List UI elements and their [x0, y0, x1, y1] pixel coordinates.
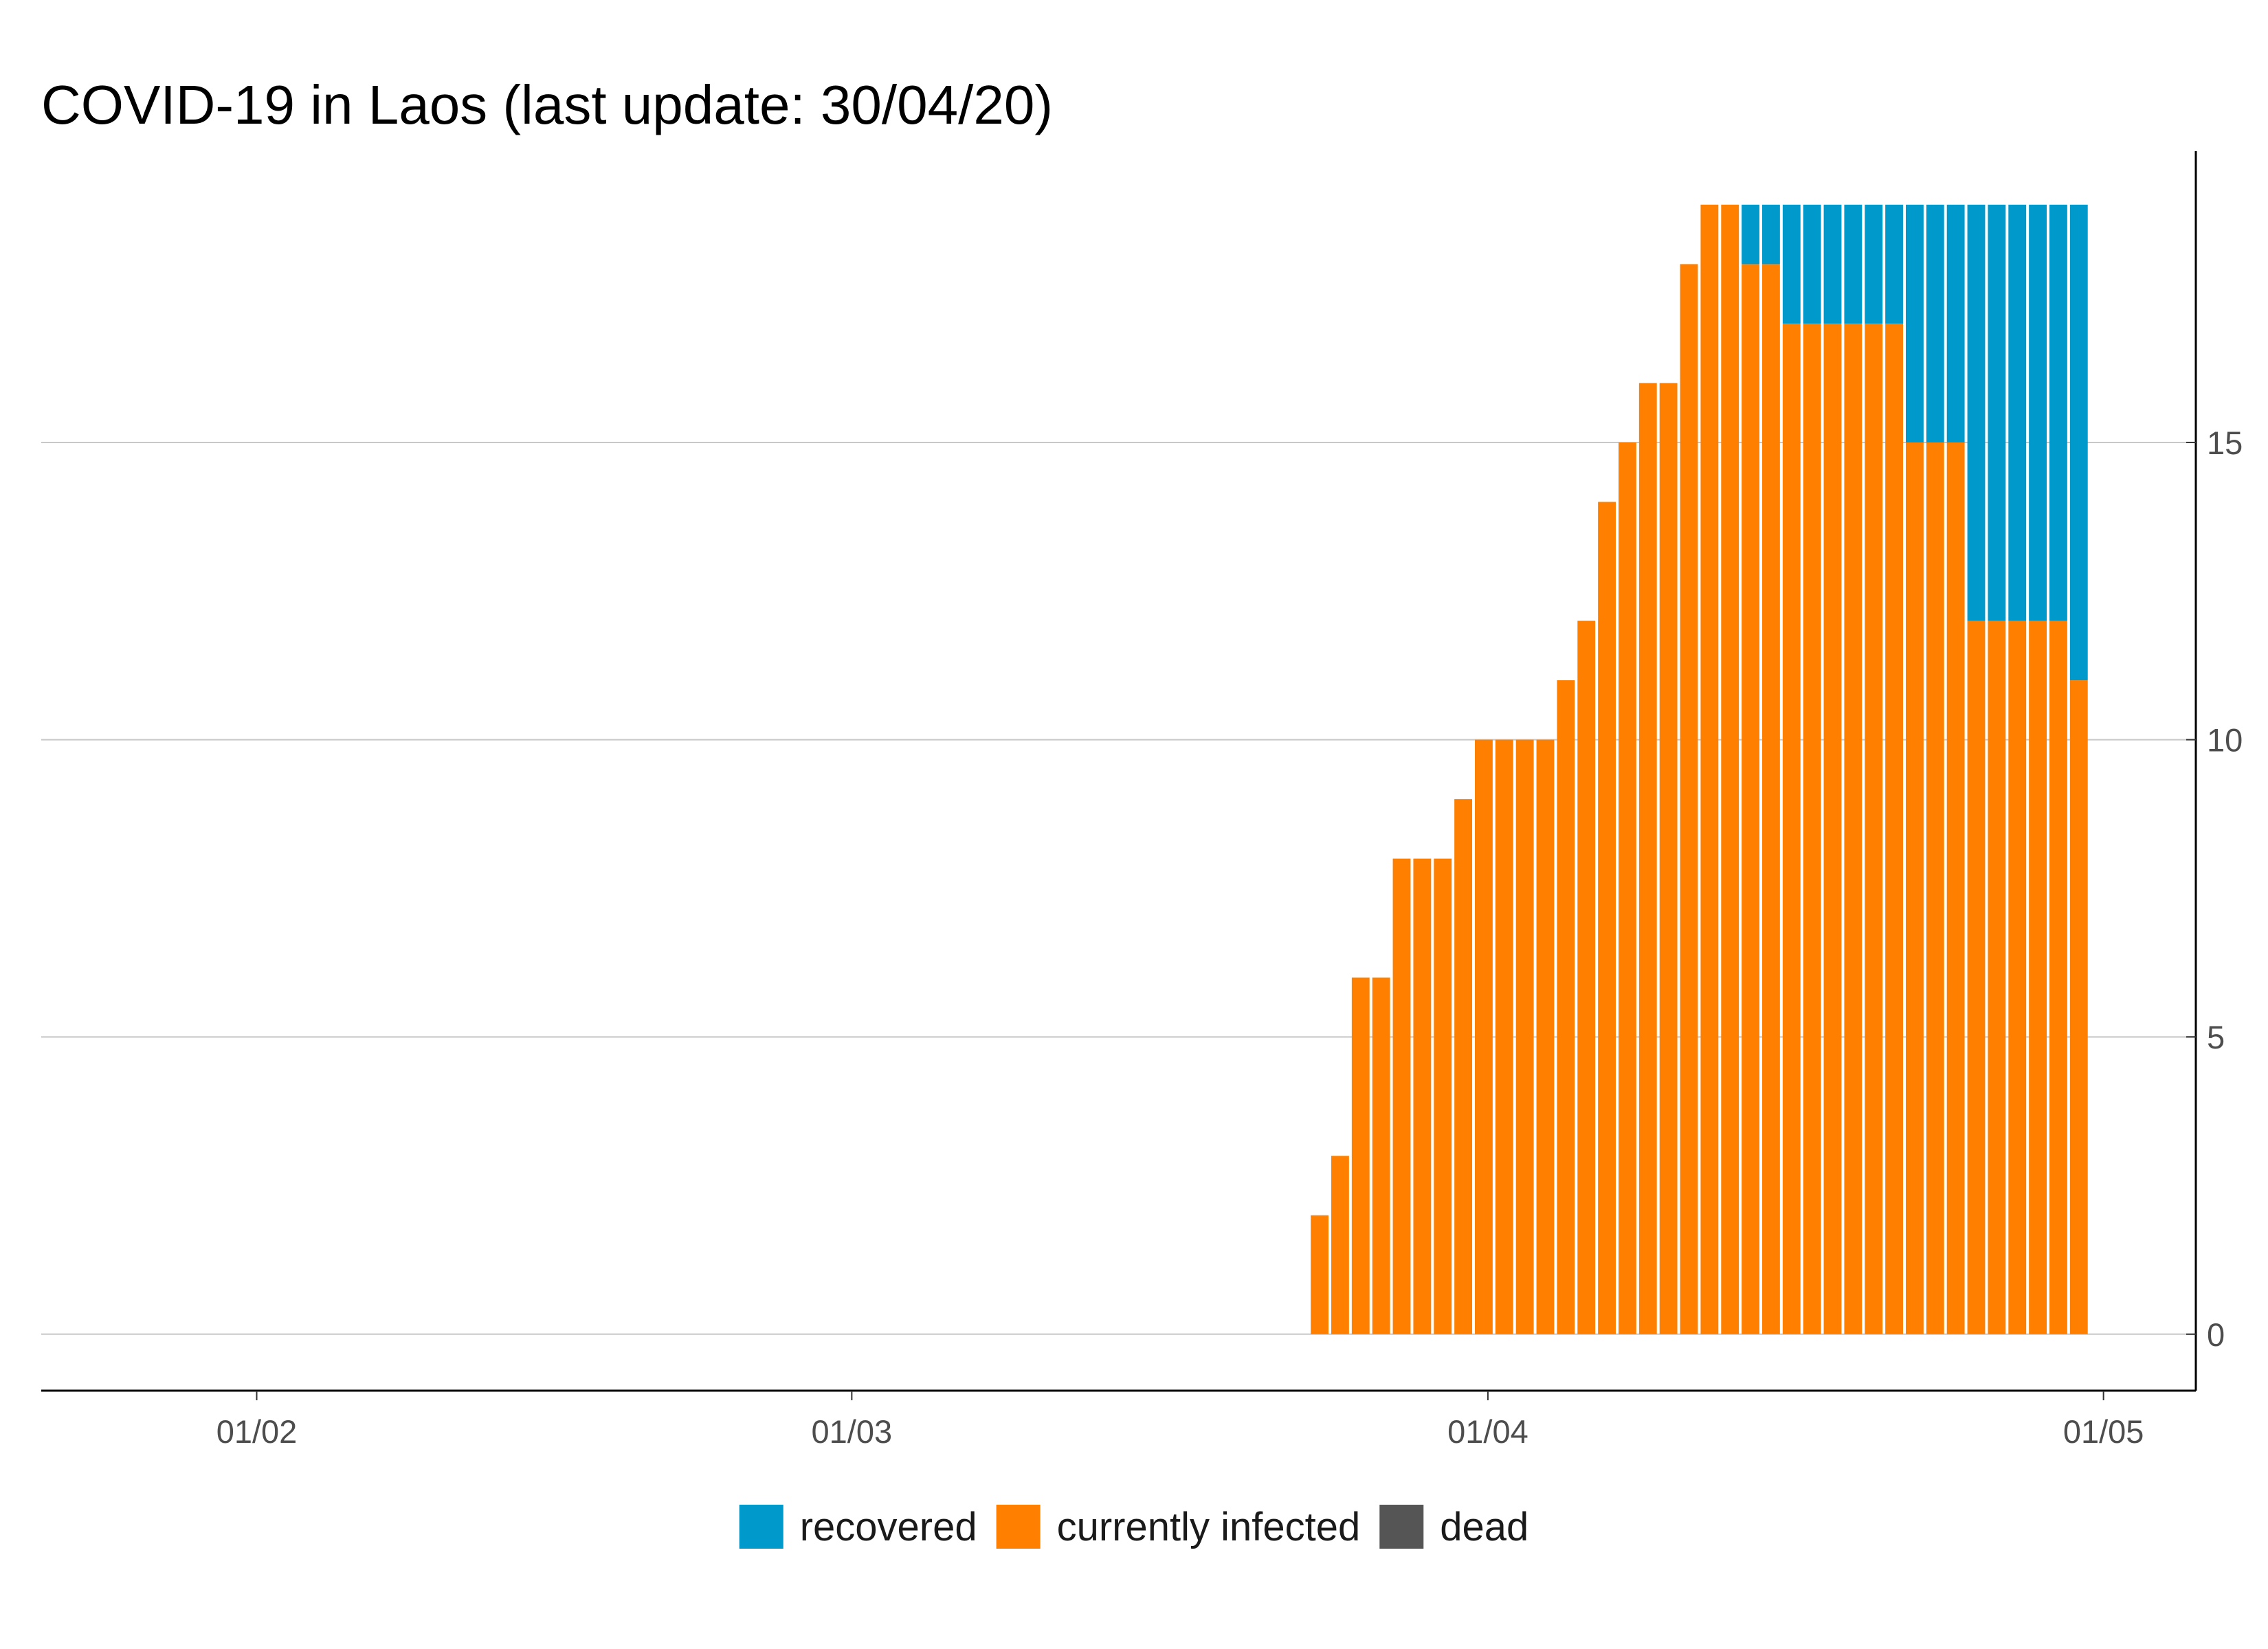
bar-infected	[1659, 383, 1678, 1334]
bar-infected	[1475, 739, 1493, 1334]
legend-swatch-recovered	[739, 1505, 783, 1549]
legend-swatch-infected	[996, 1505, 1041, 1549]
bar-infected	[1495, 739, 1513, 1334]
bar-infected	[1762, 264, 1780, 1334]
bar-infected	[1515, 739, 1534, 1334]
bar-infected	[1351, 977, 1370, 1334]
bar-recovered	[1844, 204, 1863, 324]
legend-label-dead: dead	[1440, 1505, 1528, 1549]
bar-infected	[1598, 502, 1616, 1334]
bar-infected	[1946, 442, 1965, 1334]
bar-infected	[1988, 620, 2006, 1334]
bar-recovered	[2049, 204, 2067, 621]
bar-recovered	[1988, 204, 2006, 621]
bar-infected	[1700, 204, 1719, 1334]
y-tick-label: 5	[2207, 1019, 2225, 1055]
bars	[1311, 204, 2088, 1334]
bar-infected	[1638, 383, 1657, 1334]
bar-infected	[1619, 442, 1636, 1334]
x-tick-label: 01/04	[1447, 1413, 1528, 1450]
bar-infected	[1885, 323, 1903, 1334]
bar-infected	[1331, 1156, 1349, 1334]
bar-infected	[2029, 620, 2047, 1334]
legend-label-recovered: recovered	[800, 1505, 977, 1549]
bar-recovered	[1782, 204, 1801, 324]
bar-infected	[1372, 977, 1390, 1334]
x-tick-label: 01/05	[2063, 1413, 2144, 1450]
y-tick-label: 15	[2207, 425, 2243, 461]
x-tick-label: 01/03	[812, 1413, 893, 1450]
bar-infected	[1906, 442, 1924, 1334]
bar-infected	[1844, 323, 1863, 1334]
bar-infected	[2069, 680, 2088, 1334]
y-tick-label: 0	[2207, 1316, 2225, 1353]
bar-infected	[1413, 858, 1432, 1334]
bar-infected	[1577, 620, 1596, 1334]
bar-infected	[1311, 1215, 1328, 1334]
bar-infected	[1721, 204, 1739, 1334]
bar-infected	[1434, 858, 1452, 1334]
bar-infected	[1742, 264, 1759, 1334]
bar-recovered	[1946, 204, 1965, 442]
bar-infected	[1680, 264, 1698, 1334]
bar-recovered	[2029, 204, 2047, 621]
bar-recovered	[1885, 204, 1903, 324]
bar-recovered	[1865, 204, 1883, 324]
bar-infected	[2049, 620, 2067, 1334]
chart-title: COVID-19 in Laos (last update: 30/04/20)	[41, 74, 1053, 135]
bar-infected	[1865, 323, 1883, 1334]
bar-infected	[1823, 323, 1842, 1334]
axes: 0 5 10 15 01/02 01/03 01/04 01/05	[41, 151, 2243, 1450]
bar-infected	[1536, 739, 1555, 1334]
bar-infected	[1392, 858, 1411, 1334]
bar-infected	[1967, 620, 1986, 1334]
bar-recovered	[2069, 204, 2088, 681]
bar-infected	[1557, 680, 1575, 1334]
legend: recovered currently infected dead	[739, 1505, 1528, 1549]
x-tick-label: 01/02	[216, 1413, 298, 1450]
bar-infected	[1782, 323, 1801, 1334]
bar-recovered	[2008, 204, 2027, 621]
bar-recovered	[1803, 204, 1821, 324]
bar-infected	[1926, 442, 1944, 1334]
legend-label-infected: currently infected	[1057, 1505, 1361, 1549]
bar-recovered	[1823, 204, 1842, 324]
bar-recovered	[1762, 204, 1780, 265]
y-tick-label: 10	[2207, 722, 2243, 759]
bar-infected	[2008, 620, 2027, 1334]
legend-swatch-dead	[1379, 1505, 1424, 1549]
bar-recovered	[1967, 204, 1986, 621]
bar-infected	[1454, 799, 1472, 1334]
bar-recovered	[1926, 204, 1944, 442]
bar-infected	[1803, 323, 1821, 1334]
bar-recovered	[1906, 204, 1924, 442]
bar-recovered	[1742, 204, 1759, 265]
